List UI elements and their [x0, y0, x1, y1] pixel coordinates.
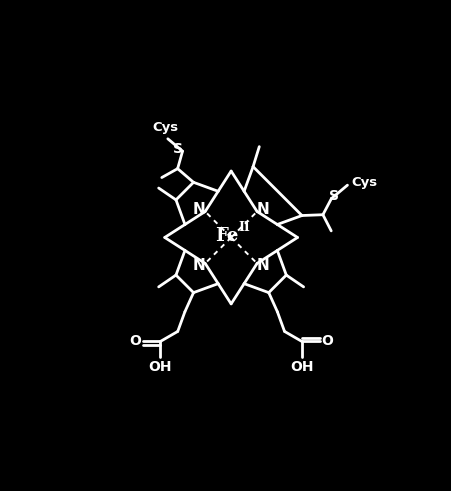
Text: N: N [193, 258, 205, 273]
Text: O: O [129, 334, 141, 349]
Text: OH: OH [290, 360, 313, 374]
Text: S: S [173, 142, 184, 157]
Text: Cys: Cys [152, 121, 178, 134]
Text: O: O [322, 334, 333, 349]
Text: II: II [239, 221, 250, 234]
Text: S: S [329, 189, 339, 203]
Text: N: N [193, 202, 205, 218]
Text: Cys: Cys [352, 176, 378, 189]
Text: Fe: Fe [215, 227, 238, 245]
Text: N: N [257, 258, 270, 273]
Text: N: N [257, 202, 270, 218]
Text: OH: OH [149, 360, 172, 374]
